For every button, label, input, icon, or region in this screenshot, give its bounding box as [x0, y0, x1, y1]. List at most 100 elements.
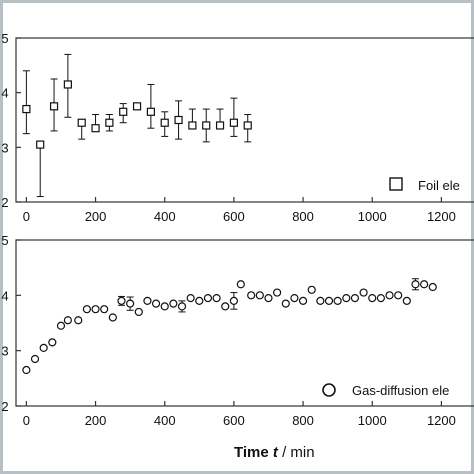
gas-diffusion-panel: 2 3 4 5 0 200 400 600 800 1000 1200 Gas-diffusion… [1, 233, 474, 461]
legend-label: Gas-diffusion ele [352, 383, 449, 398]
data-point [394, 291, 403, 300]
x-tick-label: 1000 [358, 413, 387, 428]
data-point [203, 294, 213, 303]
x-tick-label: 800 [292, 413, 314, 428]
x-tick-label: 200 [85, 209, 107, 224]
data-point [188, 121, 197, 130]
legend-label: Foil ele [418, 178, 460, 193]
data-point [82, 305, 92, 314]
x-axis: 0 200 400 600 800 1000 1200 [23, 197, 456, 224]
data-point [333, 296, 342, 305]
data-point [316, 296, 325, 305]
data-point [212, 294, 221, 303]
data-point [108, 313, 117, 322]
legend: Gas-diffusion ele [322, 383, 449, 398]
data-point [105, 118, 114, 127]
data-point [63, 80, 72, 89]
data-point [324, 296, 334, 305]
data-point [229, 118, 238, 127]
data-point [264, 294, 273, 303]
data-series [22, 53, 252, 198]
data-point [22, 104, 31, 114]
data-point [134, 307, 143, 317]
data-point [342, 294, 351, 303]
data-point [146, 107, 155, 116]
x-tick-label: 800 [292, 209, 314, 224]
x-axis-title-unit: / min [278, 444, 315, 461]
data-point [49, 102, 59, 111]
x-axis-title-var: t [273, 444, 279, 461]
data-point [160, 118, 169, 127]
data-point [119, 107, 128, 116]
x-tick-label: 200 [85, 413, 107, 428]
y-tick-label: 3 [1, 140, 8, 155]
data-point [307, 285, 316, 294]
data-point [91, 124, 100, 133]
data-point [281, 299, 290, 308]
data-point [151, 299, 161, 308]
data-point [174, 115, 183, 125]
y-tick-label: 4 [1, 86, 8, 101]
data-point [273, 288, 282, 297]
data-point [63, 316, 72, 325]
data-point [247, 291, 256, 300]
x-axis: 0 200 400 600 800 1000 1200 [23, 401, 456, 428]
data-point [385, 291, 394, 300]
data-point [243, 121, 252, 130]
data-point [186, 294, 195, 303]
x-axis-title: Time t / min [234, 444, 315, 461]
data-point [132, 102, 142, 111]
data-point [91, 305, 100, 314]
y-tick-label: 5 [1, 31, 8, 46]
data-point [229, 296, 238, 305]
data-point [255, 291, 264, 300]
data-point [236, 280, 245, 289]
y-axis: 2 3 4 5 [1, 233, 21, 414]
data-point [221, 302, 230, 311]
data-point [117, 296, 126, 305]
y-tick-label: 3 [1, 344, 8, 359]
data-point [350, 294, 360, 303]
plot-frame [15, 37, 474, 203]
data-point [100, 305, 109, 314]
x-tick-label: 400 [154, 209, 176, 224]
y-tick-label: 2 [1, 195, 8, 210]
data-point [169, 299, 178, 308]
x-tick-label: 0 [23, 209, 30, 224]
data-point [290, 294, 299, 303]
x-tick-label: 0 [23, 413, 30, 428]
data-point [36, 140, 45, 149]
x-tick-label: 1200 [427, 413, 456, 428]
data-point [74, 316, 83, 325]
legend-marker-circle [322, 383, 336, 397]
data-point [22, 365, 31, 375]
data-point [126, 299, 135, 308]
data-point [39, 343, 48, 352]
data-point [359, 288, 368, 297]
data-point [368, 294, 377, 303]
legend: Foil ele [389, 177, 460, 193]
data-point [56, 321, 66, 330]
data-point [298, 296, 308, 305]
x-axis-title-main: Time [234, 444, 273, 461]
foil-electrode-panel: 2 3 4 5 0 200 400 600 800 1000 1200 Foil ele [1, 31, 474, 224]
data-point [177, 302, 187, 311]
data-point [160, 302, 169, 311]
data-point [48, 338, 57, 347]
y-axis: 2 3 4 5 [1, 31, 21, 210]
data-series [22, 278, 437, 375]
data-point [428, 282, 437, 292]
x-tick-label: 1000 [358, 209, 387, 224]
y-tick-label: 5 [1, 233, 8, 248]
x-tick-label: 600 [223, 209, 245, 224]
data-point [30, 354, 40, 364]
data-point [420, 280, 429, 289]
legend-marker-square [389, 177, 403, 191]
y-tick-label: 2 [1, 399, 8, 414]
data-point [143, 296, 152, 305]
data-point [215, 121, 225, 130]
y-tick-label: 4 [1, 288, 8, 303]
